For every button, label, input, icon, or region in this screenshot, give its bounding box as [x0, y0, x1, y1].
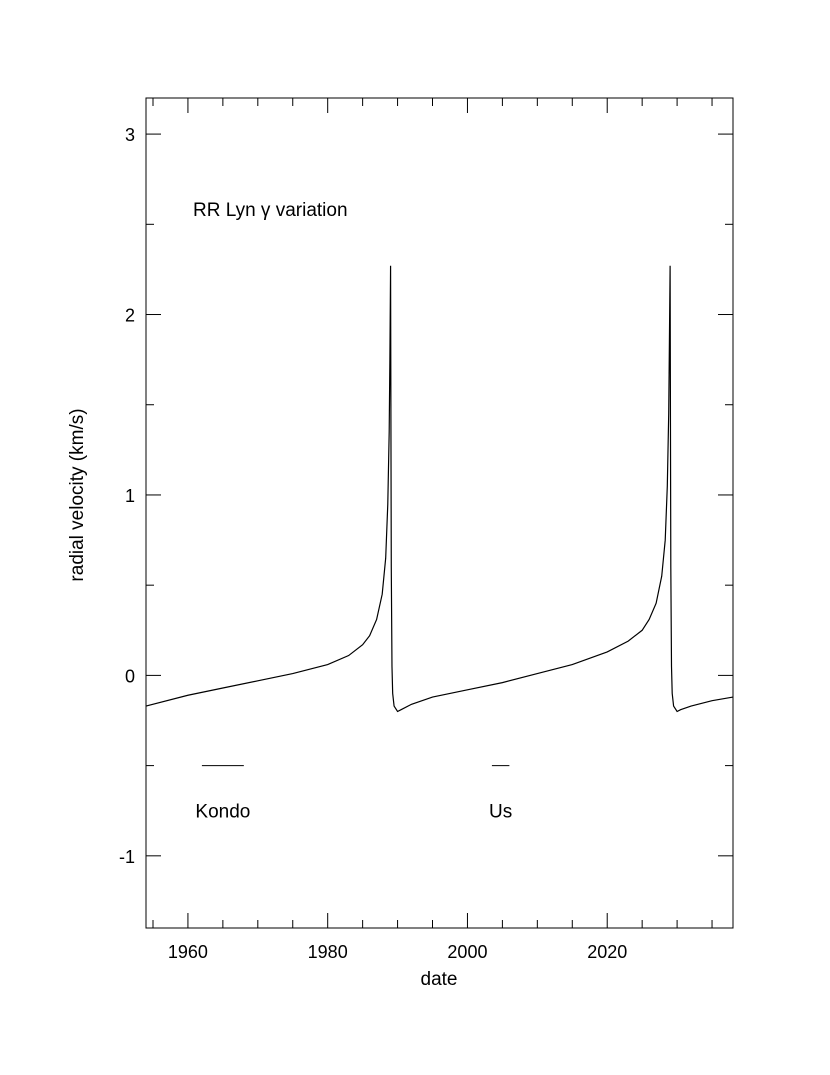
x-tick-label: 2020 [587, 942, 627, 962]
axis-tick-labels: 1960 1980 2000 2020 -1 0 1 2 3 [119, 125, 627, 962]
y-tick-label: 3 [125, 125, 135, 145]
y-axis-label: radial velocity (km/s) [67, 408, 88, 581]
chart-annotation: RR Lyn γ variation [193, 200, 348, 221]
rv-curve [145, 265, 734, 713]
axis-ticks [146, 98, 733, 928]
y-tick-label: -1 [119, 847, 135, 867]
x-tick-label: 2000 [447, 942, 487, 962]
y-tick-label: 1 [125, 486, 135, 506]
x-axis-label: date [421, 969, 458, 990]
x-tick-label: 1980 [308, 942, 348, 962]
y-tick-label: 0 [125, 666, 135, 686]
marker-kondo-label: Kondo [195, 802, 250, 823]
marker-us-label: Us [489, 802, 512, 823]
x-tick-label: 1960 [168, 942, 208, 962]
epoch-markers: Kondo Us [195, 765, 512, 823]
y-tick-label: 2 [125, 306, 135, 326]
plot-frame [145, 97, 734, 929]
